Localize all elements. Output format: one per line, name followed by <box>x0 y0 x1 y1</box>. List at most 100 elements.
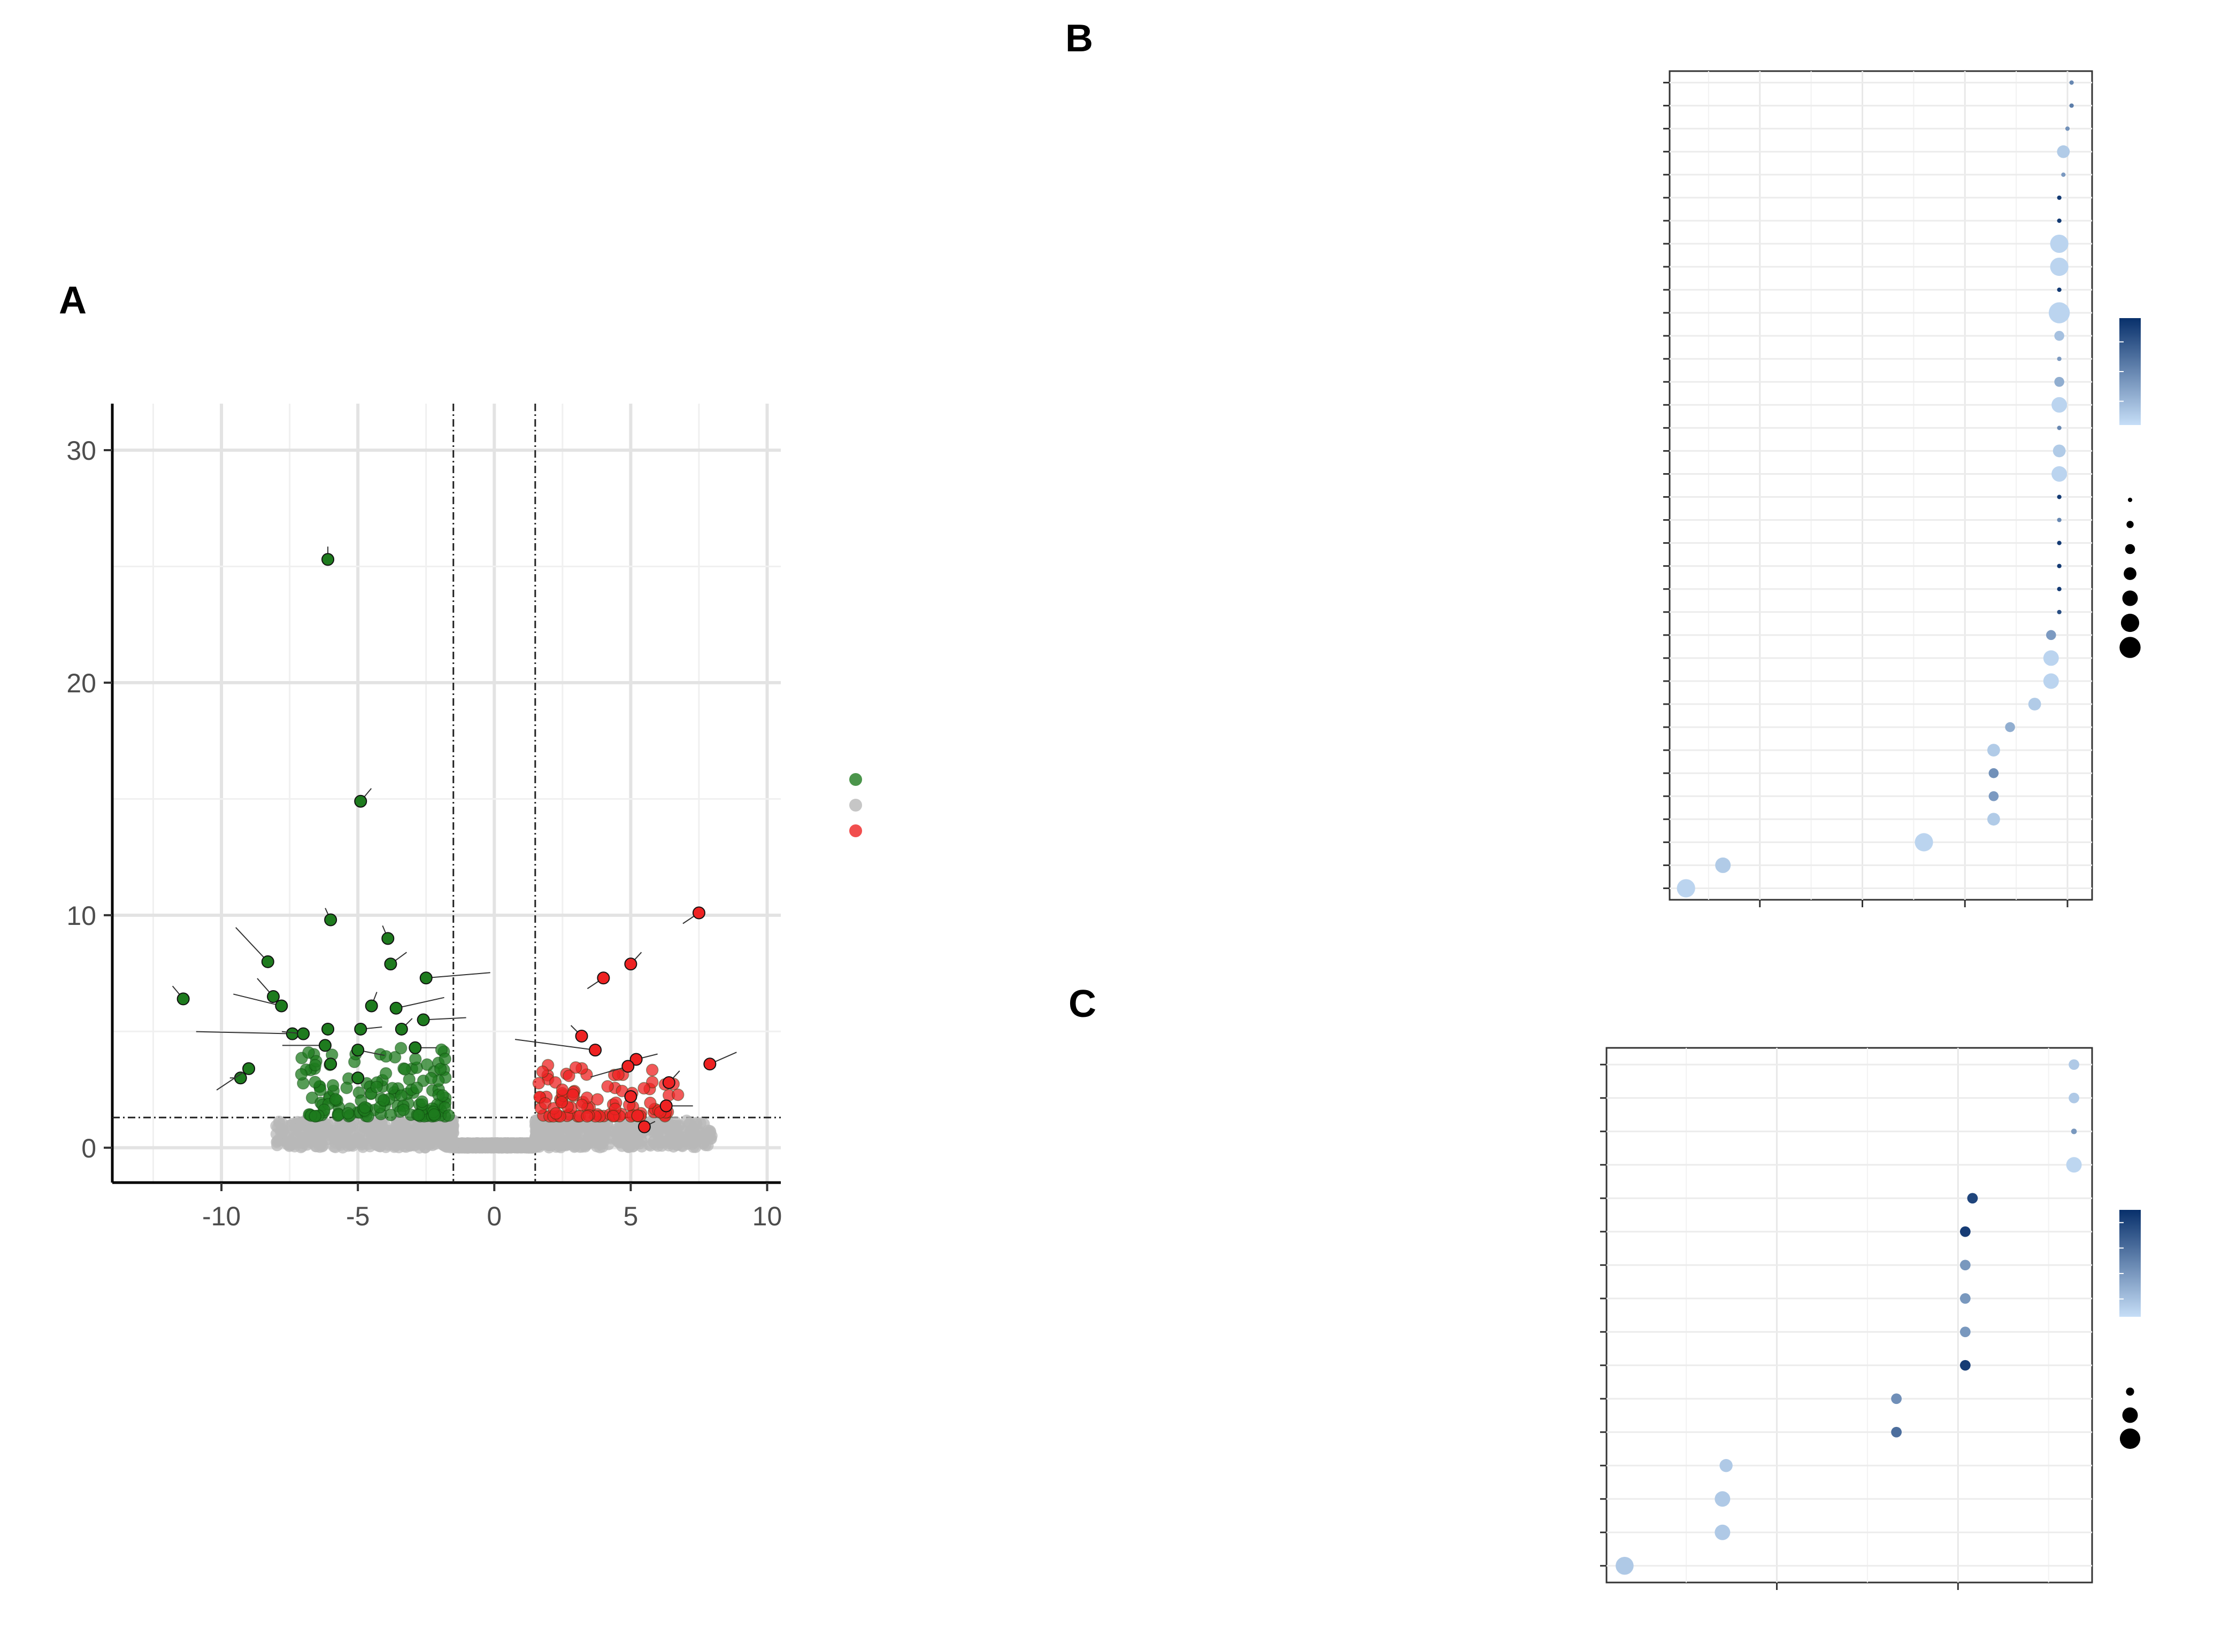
volcano-point-down <box>416 1095 428 1108</box>
volcano-point-labeled <box>624 958 637 971</box>
volcano-point-down <box>442 1109 455 1122</box>
volcano-point-labeled <box>381 932 395 945</box>
up-go-term-point <box>1715 857 1731 873</box>
volcano-point-nosig <box>566 1125 578 1138</box>
up-go-term-point <box>2028 698 2041 711</box>
volcano-point-down <box>394 1041 408 1055</box>
volcano-point-labeled <box>261 955 274 968</box>
up-go-term-point <box>2005 722 2015 732</box>
up-go-term-point <box>2054 330 2064 341</box>
volcano-point-down <box>425 1071 437 1085</box>
volcano-point-up <box>607 1110 620 1123</box>
volcano-point-labeled <box>351 1044 365 1057</box>
volcano-point-nosig <box>636 1140 648 1153</box>
volcano-point-nosig <box>627 1123 639 1135</box>
volcano-point-nosig <box>295 1134 307 1146</box>
volcano-point-labeled <box>267 990 280 1003</box>
up-go-term-point <box>2057 218 2062 223</box>
volcano-point-up <box>563 1069 575 1083</box>
volcano-point-down <box>436 1089 449 1102</box>
volcano-point-down <box>410 1082 424 1094</box>
up-go-legend-size-dot <box>2127 497 2133 503</box>
up-go-term-point <box>2057 287 2062 292</box>
volcano-point-labeled <box>389 1001 403 1015</box>
up-go-term-point <box>2057 426 2062 430</box>
volcano-point-labeled <box>419 971 433 985</box>
volcano-point-up <box>672 1088 685 1101</box>
volcano-point-nosig <box>341 1121 353 1133</box>
volcano-point-down <box>380 1050 393 1063</box>
up-go-term-point <box>2057 195 2062 200</box>
volcano-point-down <box>309 1109 321 1123</box>
volcano-point-nosig <box>580 1134 593 1146</box>
down-go-term-point <box>1891 1426 1902 1438</box>
volcano-point-nosig <box>690 1117 702 1129</box>
up-go-term-point <box>1988 791 1999 801</box>
volcano-point-labeled <box>589 1044 602 1057</box>
volcano-label-connector <box>196 1031 293 1035</box>
volcano-point-down <box>379 1067 393 1080</box>
up-go-term-point <box>2057 145 2070 158</box>
up-go-legend-size-dot <box>2120 613 2140 632</box>
down-go-term-point <box>1719 1459 1733 1472</box>
up-go-term-point <box>2057 357 2062 361</box>
volcano-point-labeled <box>575 1029 588 1043</box>
down-regulated-go-plot <box>1600 1047 2141 1590</box>
up-go-term-point <box>2051 397 2067 413</box>
volcano-label-connector <box>514 1039 596 1051</box>
volcano-point-nosig <box>689 1141 702 1153</box>
up-go-term-point <box>1677 879 1695 898</box>
volcano-point-nosig <box>560 1137 573 1149</box>
volcano-point-labeled <box>662 1076 675 1089</box>
volcano-y-tick-label: 0 <box>81 1133 96 1163</box>
volcano-point-nosig <box>447 1120 459 1132</box>
volcano-point-down <box>420 1058 434 1071</box>
volcano-label-connector <box>216 1068 249 1091</box>
volcano-plot: -10 -5 0 5 10 0 10 20 30 <box>66 404 862 1231</box>
up-regulated-go-plot <box>1663 70 2141 907</box>
volcano-point-labeled <box>321 553 335 566</box>
volcano-point-labeled <box>629 1053 643 1066</box>
volcano-point-nosig <box>273 1115 285 1128</box>
panel-label-a: A <box>59 279 87 322</box>
volcano-point-up <box>566 1088 579 1101</box>
volcano-legend-swatch-up <box>849 824 862 837</box>
volcano-point-down <box>295 1068 308 1081</box>
volcano-point-labeled <box>703 1057 717 1071</box>
up-go-term-point <box>2043 650 2059 666</box>
down-go-term-point <box>1959 1360 1971 1371</box>
volcano-point-nosig <box>339 1130 351 1142</box>
volcano-point-labeled <box>384 958 397 971</box>
volcano-point-labeled <box>324 1057 337 1071</box>
volcano-legend-swatch-down <box>849 773 862 786</box>
up-go-term-point <box>2048 302 2070 323</box>
down-go-legend-size-dot <box>2126 1387 2134 1396</box>
up-go-term-point <box>2057 495 2062 499</box>
volcano-point-labeled <box>176 992 190 1006</box>
volcano-point-nosig <box>593 1135 605 1147</box>
volcano-point-up <box>645 1076 659 1089</box>
down-go-term-point <box>2069 1092 2080 1103</box>
volcano-point-down <box>434 1062 447 1076</box>
volcano-point-labeled <box>354 1022 367 1036</box>
volcano-point-labeled <box>365 999 378 1013</box>
up-go-term-point <box>2054 376 2064 387</box>
volcano-point-down <box>428 1108 441 1121</box>
volcano-point-up <box>549 1107 563 1120</box>
volcano-point-nosig <box>374 1140 386 1153</box>
up-go-term-point <box>2050 257 2069 276</box>
volcano-point-nosig <box>290 1123 302 1136</box>
down-go-legend-size-dot <box>2119 1428 2141 1449</box>
down-go-term-point <box>1715 1491 1731 1507</box>
up-go-plot-area <box>1669 70 2093 901</box>
up-go-term-point <box>2057 609 2062 614</box>
volcano-point-labeled <box>659 1099 673 1113</box>
volcano-label-connector <box>396 997 444 1009</box>
down-go-term-point <box>2069 1059 2080 1070</box>
volcano-point-nosig <box>555 1120 567 1132</box>
volcano-label-connector <box>423 1017 466 1021</box>
volcano-point-labeled <box>637 1120 651 1133</box>
volcano-y-tick-label: 20 <box>66 668 96 698</box>
volcano-point-down <box>409 1053 422 1066</box>
volcano-point-down <box>370 1080 383 1093</box>
